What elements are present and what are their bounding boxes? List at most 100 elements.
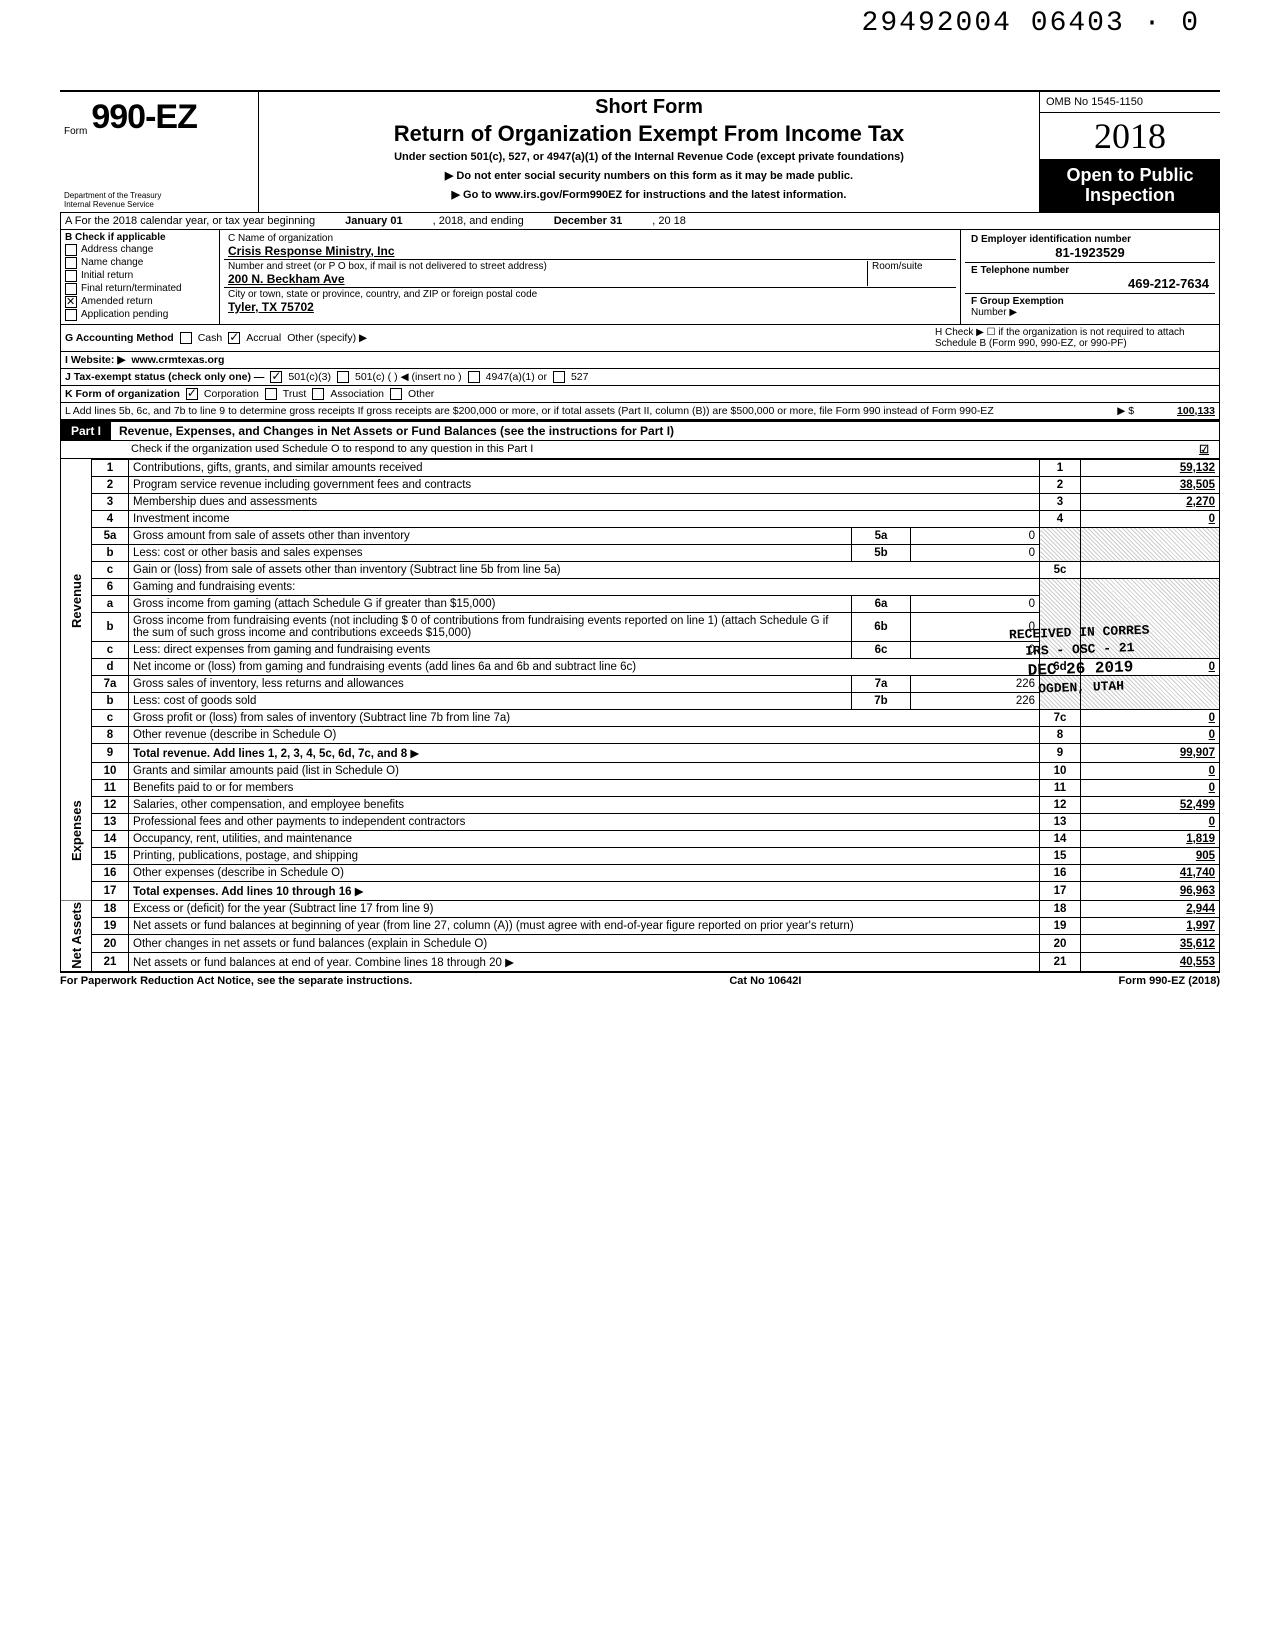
table-row: Expenses 10 Grants and similar amounts p… [61,762,1220,779]
line10-amt: 0 [1081,762,1220,779]
g-label: G Accounting Method [65,332,174,344]
cbx-4947[interactable] [468,371,480,383]
other-specify: Other (specify) ▶ [287,332,367,344]
cbx-corporation[interactable] [186,388,198,400]
form-footer: Form 990-EZ (2018) [1119,975,1220,987]
section-c: C Name of organization Crisis Response M… [220,230,960,324]
revenue-side-label: Revenue [61,459,92,743]
cbx-cash[interactable] [180,332,192,344]
line21-desc: Net assets or fund balances at end of ye… [133,957,502,969]
year-begin: January 01 [345,215,402,227]
table-row: 3 Membership dues and assessments 3 2,27… [61,493,1220,510]
cbx-other-org[interactable] [390,388,402,400]
line7b-desc: Less: cost of goods sold [133,695,256,707]
cbx-accrual[interactable] [228,332,240,344]
line7c-amt: 0 [1081,709,1220,726]
room-suite-label: Room/suite [867,261,952,286]
check-o-box[interactable]: ☑ [1199,443,1215,456]
table-row: 15 Printing, publications, postage, and … [61,847,1220,864]
cat-no: Cat No 10642I [729,975,801,987]
line10-desc: Grants and similar amounts paid (list in… [133,765,399,777]
goto-link: ▶ Go to www.irs.gov/Form990EZ for instru… [269,188,1029,201]
line6c-desc: Less: direct expenses from gaming and fu… [133,644,430,656]
f-label2: Number ▶ [971,307,1017,318]
line6d-desc: Net income or (loss) from gaming and fun… [133,661,636,673]
expenses-side-label: Expenses [61,762,92,900]
year-end: December 31 [554,215,623,227]
line8-amt: 0 [1081,726,1220,743]
street-address: 200 N. Beckham Ave [228,272,867,286]
cbx-name-change[interactable]: Name change [65,257,215,269]
section-b: B Check if applicable Address change Nam… [61,230,220,324]
cbx-initial-return[interactable]: Initial return [65,270,215,282]
table-row: 17 Total expenses. Add lines 10 through … [61,881,1220,900]
line16-amt: 41,740 [1081,864,1220,881]
line8-desc: Other revenue (describe in Schedule O) [133,729,336,741]
org-name: Crisis Response Ministry, Inc [228,244,952,258]
cbx-address-change[interactable]: Address change [65,244,215,256]
ein: 81-1923529 [971,245,1209,260]
table-row: 9 Total revenue. Add lines 1, 2, 3, 4, 5… [61,743,1220,762]
table-row: 12 Salaries, other compensation, and emp… [61,796,1220,813]
l-text: L Add lines 5b, 6c, and 7b to line 9 to … [65,405,994,417]
cbx-527[interactable] [553,371,565,383]
cbx-application-pending[interactable]: Application pending [65,309,215,321]
cbx-501c[interactable] [337,371,349,383]
paperwork-notice: For Paperwork Reduction Act Notice, see … [60,975,412,987]
line11-amt: 0 [1081,779,1220,796]
line9-amt: 99,907 [1081,743,1220,762]
netassets-side-label: Net Assets [61,900,92,972]
line13-amt: 0 [1081,813,1220,830]
line5a-val: 0 [911,527,1040,544]
table-row: 16 Other expenses (describe in Schedule … [61,864,1220,881]
subtitle: Under section 501(c), 527, or 4947(a)(1)… [269,151,1029,163]
table-row: 11 Benefits paid to or for members 11 0 [61,779,1220,796]
irs-label: Internal Revenue Service [64,201,254,210]
table-row: 21 Net assets or fund balances at end of… [61,952,1220,972]
irs-received-stamp: RECEIVED IN CORRES IRS - OSC - 21 DEC 26… [1008,623,1151,699]
table-row: 5a Gross amount from sale of assets othe… [61,527,1220,544]
line16-desc: Other expenses (describe in Schedule O) [133,867,344,879]
cbx-trust[interactable] [265,388,277,400]
j-label: J Tax-exempt status (check only one) — [65,371,264,383]
table-row: 19 Net assets or fund balances at beginn… [61,918,1220,935]
line4-desc: Investment income [133,513,230,525]
line17-amt: 96,963 [1081,881,1220,900]
cbx-amended-return[interactable]: Amended return [65,296,215,308]
l-arrow: ▶ $ [1117,405,1134,417]
line20-amt: 35,612 [1081,935,1220,952]
line5c-desc: Gain or (loss) from sale of assets other… [133,564,561,576]
ssn-warning: ▶ Do not enter social security numbers o… [269,169,1029,182]
page-footer: For Paperwork Reduction Act Notice, see … [60,972,1220,987]
return-title: Return of Organization Exempt From Incom… [269,121,1029,147]
cbx-association[interactable] [312,388,324,400]
d-label: D Employer identification number [971,234,1209,245]
line2-amt: 38,505 [1081,476,1220,493]
cbx-final-return[interactable]: Final return/terminated [65,283,215,295]
form-number: 990-EZ [91,98,197,137]
line18-amt: 2,944 [1081,900,1220,917]
line7a-desc: Gross sales of inventory, less returns a… [133,678,404,690]
line13-desc: Professional fees and other payments to … [133,816,465,828]
tax-year: 2018 [1040,113,1220,160]
line2-desc: Program service revenue including govern… [133,479,471,491]
line15-amt: 905 [1081,847,1220,864]
line6a-val: 0 [911,595,1040,612]
cbx-501c3[interactable] [270,371,282,383]
line1-desc: Contributions, gifts, grants, and simila… [133,462,423,474]
line11-desc: Benefits paid to or for members [133,782,293,794]
dln-code: 29492004 06403 · 0 [862,8,1200,39]
table-row: 8 Other revenue (describe in Schedule O)… [61,726,1220,743]
line5b-val: 0 [911,544,1040,561]
table-row: Revenue 1 Contributions, gifts, grants, … [61,459,1220,476]
form-label: Form [64,126,87,137]
line17-desc: Total expenses. Add lines 10 through 16 [133,886,352,898]
line19-desc: Net assets or fund balances at beginning… [133,920,854,932]
part1-table: Revenue 1 Contributions, gifts, grants, … [60,459,1220,973]
k-label: K Form of organization [65,388,180,400]
i-label: I Website: ▶ [65,354,125,366]
line4-amt: 0 [1081,510,1220,527]
line6b-desc: Gross income from fundraising events (no… [133,615,828,639]
phone: 469-212-7634 [971,276,1209,291]
part1-title: Revenue, Expenses, and Changes in Net As… [111,424,674,438]
